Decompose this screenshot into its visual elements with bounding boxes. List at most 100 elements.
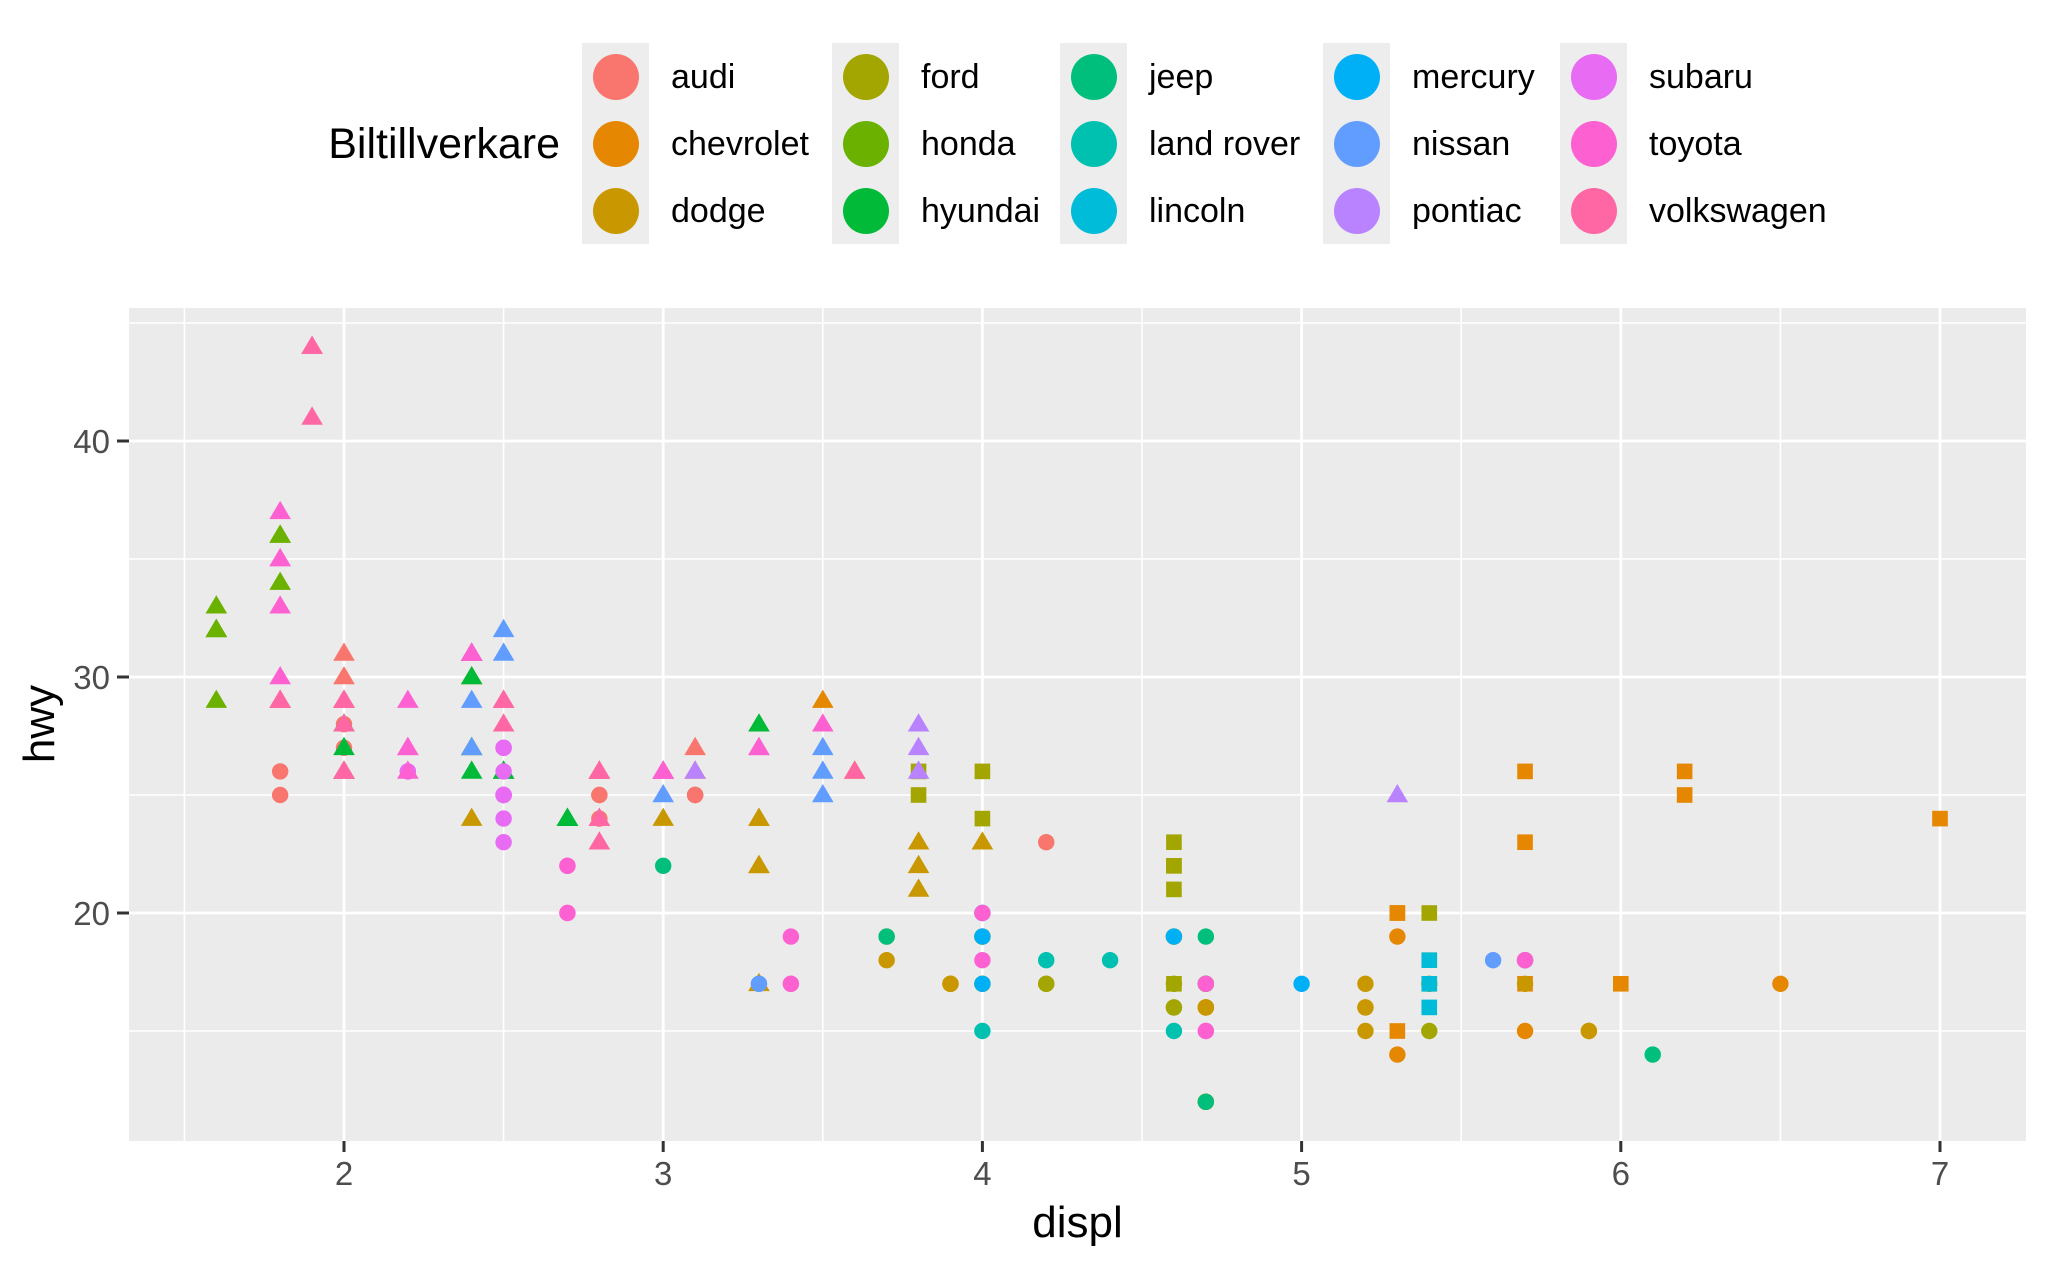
- data-point: [1517, 834, 1533, 850]
- data-point: [495, 786, 512, 804]
- y-tick-label: 40: [73, 423, 110, 460]
- data-point: [271, 763, 289, 780]
- data-point: [1357, 975, 1374, 992]
- x-tick-label: 5: [1292, 1155, 1310, 1192]
- data-point: [269, 548, 291, 567]
- data-point: [1389, 905, 1406, 921]
- legend-item-label: ford: [921, 58, 980, 96]
- legend-swatch-land-rover: [1070, 120, 1117, 167]
- legend-item-label: land rover: [1149, 125, 1301, 163]
- legend-item-label: jeep: [1149, 58, 1214, 96]
- data-point: [1516, 1022, 1534, 1040]
- data-point: [588, 807, 611, 826]
- data-point: [460, 736, 483, 756]
- data-point: [684, 736, 706, 756]
- data-point: [748, 713, 770, 732]
- legend-item-label: hyundai: [921, 192, 1041, 230]
- legend-swatch-dodge: [592, 187, 639, 234]
- y-tick-label: 20: [73, 895, 110, 932]
- data-point: [974, 904, 991, 922]
- data-point: [492, 713, 515, 732]
- legend-swatch-volkswagen: [1570, 187, 1617, 234]
- data-point: [1166, 858, 1182, 874]
- data-point: [748, 736, 770, 756]
- data-point: [333, 760, 355, 779]
- data-point: [974, 810, 991, 827]
- data-point: [907, 878, 930, 897]
- data-point: [1197, 975, 1215, 992]
- data-point: [748, 807, 770, 826]
- data-point: [1421, 905, 1438, 921]
- data-point: [1197, 1093, 1215, 1111]
- y-axis-title: hwy: [15, 684, 64, 764]
- data-point: [1676, 763, 1693, 780]
- data-point: [460, 689, 483, 708]
- data-point: [397, 689, 419, 708]
- data-point: [652, 807, 674, 826]
- data-point: [460, 807, 483, 826]
- data-point: [750, 975, 768, 992]
- data-point: [907, 831, 930, 850]
- data-point: [782, 975, 800, 992]
- legend-swatch-toyota: [1570, 120, 1617, 167]
- data-point: [1421, 976, 1438, 992]
- data-point: [1613, 976, 1629, 992]
- data-point: [1580, 1022, 1598, 1040]
- legend-swatch-lincoln: [1070, 187, 1117, 234]
- legend-item-label: subaru: [1649, 58, 1753, 96]
- data-point: [495, 810, 512, 827]
- data-point: [588, 760, 611, 779]
- data-point: [843, 760, 866, 779]
- legend-swatch-audi: [592, 53, 639, 100]
- data-point: [1165, 975, 1183, 992]
- data-point: [269, 571, 291, 590]
- legend-swatch-nissan: [1333, 120, 1380, 167]
- data-point: [1517, 763, 1533, 780]
- data-point: [333, 689, 355, 708]
- data-point: [1516, 952, 1534, 969]
- legend-item-label: nissan: [1412, 125, 1511, 163]
- data-point: [1165, 999, 1183, 1016]
- data-point: [269, 689, 291, 708]
- data-point: [1165, 1022, 1183, 1040]
- x-axis-title: displ: [1032, 1198, 1123, 1247]
- data-point: [333, 666, 355, 685]
- data-point: [1197, 1022, 1215, 1040]
- data-point: [301, 406, 323, 425]
- data-point: [556, 807, 579, 826]
- data-point: [1165, 928, 1183, 945]
- data-point: [684, 760, 706, 779]
- legend-swatch-honda: [842, 120, 889, 167]
- y-tick-label: 30: [73, 659, 110, 696]
- data-point: [812, 760, 834, 779]
- data-point: [1389, 1023, 1406, 1039]
- legend-item-label: mercury: [1412, 58, 1535, 96]
- data-point: [910, 787, 927, 803]
- data-point: [333, 642, 355, 661]
- data-point: [1357, 1022, 1374, 1040]
- data-point: [397, 760, 419, 779]
- legend-swatch-jeep: [1070, 53, 1117, 100]
- data-point: [878, 952, 895, 969]
- legend-title: Biltillverkare: [328, 120, 560, 168]
- data-point: [1516, 975, 1534, 992]
- data-point: [269, 524, 291, 543]
- data-point: [1421, 952, 1438, 968]
- data-point: [748, 854, 770, 874]
- legend-swatch-subaru: [1570, 53, 1617, 100]
- x-tick-label: 7: [1931, 1155, 1949, 1192]
- data-point: [1389, 1046, 1406, 1063]
- data-point: [205, 618, 228, 638]
- data-point: [655, 857, 672, 874]
- data-point: [205, 689, 228, 708]
- data-point: [301, 335, 323, 354]
- data-point: [492, 618, 515, 638]
- data-point: [559, 904, 576, 922]
- data-point: [1389, 928, 1406, 945]
- x-tick-label: 3: [654, 1155, 672, 1192]
- panel-background: [129, 308, 2026, 1141]
- data-point: [907, 736, 930, 756]
- data-point: [974, 928, 991, 945]
- data-point: [495, 834, 512, 851]
